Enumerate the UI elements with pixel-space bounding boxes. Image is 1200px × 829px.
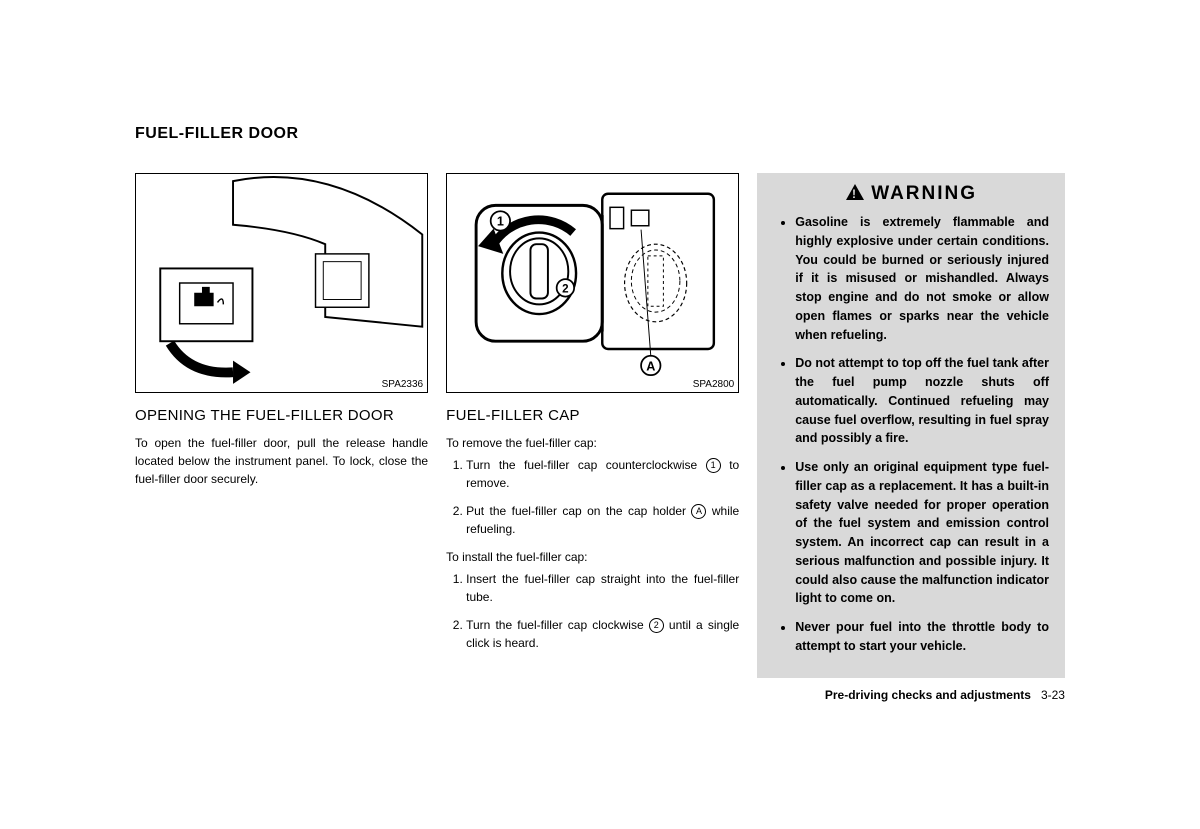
- warning-item: Never pour fuel into the throttle body t…: [795, 618, 1049, 656]
- circled-a-icon: A: [691, 504, 706, 519]
- list-item: Insert the fuel-filler cap straight into…: [466, 570, 739, 606]
- svg-text:A: A: [646, 359, 655, 373]
- warning-item: Gasoline is extremely flammable and high…: [795, 213, 1049, 344]
- circled-1-icon: 1: [706, 458, 721, 473]
- footer-section: Pre-driving checks and adjustments: [825, 688, 1031, 702]
- svg-text:1: 1: [497, 215, 504, 229]
- warning-item: Do not attempt to top off the fuel tank …: [795, 354, 1049, 448]
- figure-label: SPA2800: [693, 379, 735, 390]
- svg-text:2: 2: [562, 283, 568, 296]
- column-2: 1 2 A SPA2800 FUEL-FILLER CAP To remove …: [446, 173, 739, 702]
- circled-2-icon: 2: [649, 618, 664, 633]
- warning-item: Use only an original equipment type fuel…: [795, 458, 1049, 608]
- subheading-open-door: OPENING THE FUEL-FILLER DOOR: [135, 407, 428, 424]
- column-layout: SPA2336 OPENING THE FUEL-FILLER DOOR To …: [135, 173, 1065, 702]
- warning-box: !WARNING Gasoline is extremely flammable…: [757, 173, 1065, 678]
- list-item: Turn the fuel-filler cap clockwise 2 unt…: [466, 616, 739, 652]
- diagram-cap-icon: 1 2 A: [447, 174, 738, 392]
- svg-text:!: !: [852, 187, 858, 201]
- column-3: !WARNING Gasoline is extremely flammable…: [757, 173, 1065, 702]
- warning-triangle-icon: !: [845, 183, 865, 201]
- column-1: SPA2336 OPENING THE FUEL-FILLER DOOR To …: [135, 173, 428, 702]
- list-item: Turn the fuel-filler cap counterclockwis…: [466, 456, 739, 492]
- install-steps: Insert the fuel-filler cap straight into…: [446, 570, 739, 652]
- page-title: FUEL-FILLER DOOR: [135, 125, 1065, 143]
- warning-header: !WARNING: [773, 183, 1049, 205]
- figure-label: SPA2336: [382, 379, 424, 390]
- subheading-cap: FUEL-FILLER CAP: [446, 407, 739, 424]
- figure-fuel-cap: 1 2 A SPA2800: [446, 173, 739, 393]
- diagram-handle-icon: [136, 174, 427, 392]
- list-item: Put the fuel-filler cap on the cap holde…: [466, 502, 739, 538]
- body-text: To open the fuel-filler door, pull the r…: [135, 434, 428, 488]
- intro-remove: To remove the fuel-filler cap:: [446, 434, 739, 452]
- footer-page-number: 3-23: [1041, 688, 1065, 702]
- intro-install: To install the fuel-filler cap:: [446, 548, 739, 566]
- page-footer: Pre-driving checks and adjustments 3-23: [757, 688, 1065, 702]
- remove-steps: Turn the fuel-filler cap counterclockwis…: [446, 456, 739, 538]
- warning-list: Gasoline is extremely flammable and high…: [773, 213, 1049, 656]
- figure-fuel-door-handle: SPA2336: [135, 173, 428, 393]
- manual-page: FUEL-FILLER DOOR SPA2336 OPENING THE FUE: [0, 0, 1200, 829]
